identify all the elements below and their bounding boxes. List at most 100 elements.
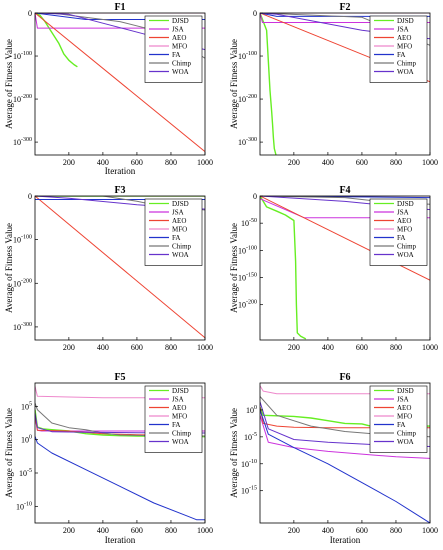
y-tick-label: 10-200 [238, 300, 257, 310]
x-tick-label: 600 [356, 343, 368, 352]
x-tick-label: 200 [288, 343, 300, 352]
x-tick-label: 200 [63, 526, 75, 535]
chart-panel-4: F4 200 400 600 800 1000 0 10-50 10-100 10-150 10-2… [229, 185, 438, 352]
x-tick-label: 800 [165, 158, 177, 167]
x-tick-label: 600 [131, 526, 143, 535]
y-axis-label: Average of Fitness Value [4, 408, 14, 498]
y-tick-label: 10-300 [238, 137, 257, 147]
legend-label-mfo: MFO [172, 43, 187, 51]
chart-title: F5 [114, 372, 125, 383]
y-tick-label: 10-100 [13, 51, 32, 61]
y-tick-label: 10-300 [13, 137, 32, 147]
legend-label-jsa: JSA [172, 209, 184, 217]
y-tick-label: 10-150 [238, 273, 257, 283]
x-tick-label: 800 [165, 526, 177, 535]
series-line-fa [35, 436, 205, 521]
plot-frame [34, 12, 206, 156]
y-tick-label: 100 [21, 435, 32, 445]
y-tick-label: 10-200 [238, 94, 257, 104]
series-line-djsd [35, 13, 78, 68]
x-tick-label: 200 [288, 526, 300, 535]
y-tick-label: 10-10 [16, 501, 32, 511]
x-tick-label: 800 [390, 526, 402, 535]
x-axis-label: Iteration [330, 535, 361, 545]
chart-panel-5: F5 200 400 600 800 1000 105 100 10-5 10-10Average… [4, 372, 213, 545]
x-tick-label: 800 [390, 158, 402, 167]
chart-panel-6: F6 200 400 600 800 1000 100 10-5 10-10 10-15Avera… [229, 372, 438, 545]
y-tick-label: 0 [253, 192, 257, 201]
x-tick-label: 600 [131, 343, 143, 352]
legend-label-chimp: Chimp [172, 243, 192, 251]
chart-panel-1: F1 200 400 600 800 1000 0 10-100 10-200 10-300 Ave… [4, 2, 213, 176]
legend-label-jsa: JSA [397, 209, 409, 217]
legend-label-chimp: Chimp [397, 430, 417, 438]
legend-label-chimp: Chimp [172, 430, 192, 438]
y-tick-label: 10-5 [19, 468, 32, 478]
y-tick-label: 10-100 [238, 51, 257, 61]
legend-label-fa: FA [172, 421, 180, 429]
series-line-aeo [35, 13, 205, 152]
plot-frame [259, 12, 431, 156]
y-tick-label: 0 [28, 9, 32, 18]
y-tick-label: 10-200 [13, 278, 32, 288]
series-line-mfo [260, 385, 430, 395]
y-tick-label: 0 [28, 192, 32, 201]
x-tick-label: 400 [97, 158, 109, 167]
legend-label-djsd: DJSD [172, 387, 189, 395]
series-line-aeo [35, 196, 205, 339]
legend-label-fa: FA [397, 51, 405, 59]
legend-label-fa: FA [397, 234, 405, 242]
x-tick-label: 800 [390, 343, 402, 352]
series-line-djsd [260, 13, 277, 155]
series-line-djsd [260, 406, 430, 427]
x-tick-label: 600 [356, 526, 368, 535]
y-tick-label: 100 [246, 405, 257, 415]
plot-frame [259, 195, 431, 341]
series-line-aeo [260, 196, 430, 281]
x-tick-label: 1000 [422, 158, 438, 167]
x-tick-label: 200 [288, 158, 300, 167]
legend-label-mfo: MFO [397, 413, 412, 421]
legend-label-aeo: AEO [397, 34, 411, 42]
y-axis-label: Average of Fitness Value [229, 223, 239, 313]
chart-title: F6 [339, 372, 350, 383]
x-tick-label: 400 [97, 343, 109, 352]
legend-label-woa: WOA [172, 68, 189, 76]
legend-label-woa: WOA [397, 251, 414, 259]
x-tick-label: 600 [356, 158, 368, 167]
legend-label-aeo: AEO [397, 404, 411, 412]
x-tick-label: 400 [322, 158, 334, 167]
y-axis-label: Average of Fitness Value [229, 39, 239, 129]
x-tick-label: 1000 [422, 343, 438, 352]
plot-frame [34, 195, 206, 341]
legend-label-woa: WOA [172, 251, 189, 259]
chart-title: F2 [339, 2, 350, 13]
legend-label-fa: FA [172, 234, 180, 242]
legend-label-aeo: AEO [172, 217, 186, 225]
legend-label-woa: WOA [172, 438, 189, 446]
x-tick-label: 1000 [197, 526, 213, 535]
legend-label-aeo: AEO [397, 217, 411, 225]
x-tick-label: 1000 [197, 158, 213, 167]
x-tick-label: 400 [322, 343, 334, 352]
x-tick-label: 400 [97, 526, 109, 535]
legend-label-mfo: MFO [397, 226, 412, 234]
y-tick-label: 10-100 [238, 245, 257, 255]
x-tick-label: 200 [63, 158, 75, 167]
y-axis-label: Average of Fitness Value [229, 408, 239, 498]
chart-title: F1 [114, 2, 125, 13]
legend-label-jsa: JSA [172, 26, 184, 34]
legend-label-chimp: Chimp [172, 60, 192, 68]
legend-label-mfo: MFO [397, 43, 412, 51]
legend-label-chimp: Chimp [397, 60, 417, 68]
plot-frame [259, 382, 431, 524]
legend-label-djsd: DJSD [397, 200, 414, 208]
y-tick-label: 10-5 [244, 432, 257, 442]
legend-label-djsd: DJSD [397, 387, 414, 395]
